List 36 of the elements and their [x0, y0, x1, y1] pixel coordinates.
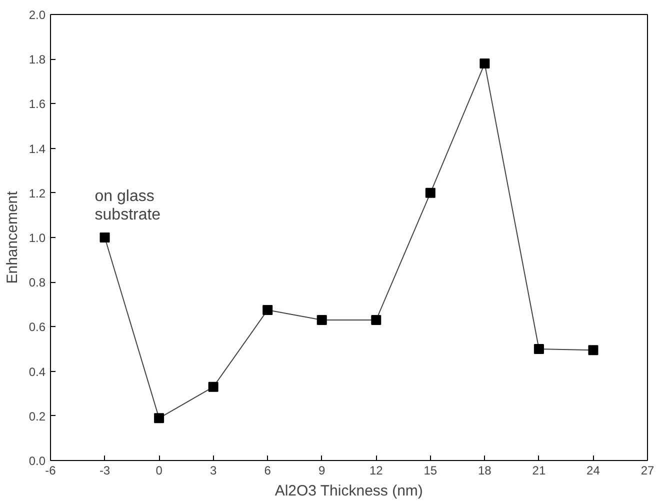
- point: [100, 232, 110, 242]
- x-tick-label: 21: [532, 464, 546, 478]
- point: [425, 188, 436, 198]
- x-tick-label: -6: [45, 464, 56, 478]
- point: [588, 345, 598, 356]
- x-tick-label: 24: [586, 464, 600, 478]
- y-axis-title: Enhancement: [4, 190, 21, 284]
- x-tick-label: 6: [264, 464, 272, 478]
- point: [316, 315, 327, 326]
- point: [154, 413, 164, 424]
- x-tick-label: 9: [318, 464, 326, 478]
- y-tick-label: 1.2: [28, 186, 46, 200]
- x-tick-label: 0: [156, 464, 163, 478]
- y-tick-label: 0.2: [28, 409, 46, 424]
- y-tick-label: 0.0: [28, 454, 46, 468]
- x-tick-label: 27: [640, 464, 654, 478]
- point: [534, 344, 544, 354]
- x-tick-label: -3: [99, 464, 110, 478]
- point: [480, 58, 490, 69]
- x-tick-label: 12: [369, 464, 384, 478]
- x-axis-title: Al2O3 Thickness (nm): [274, 482, 423, 500]
- point: [371, 315, 382, 326]
- x-tick-label: 18: [478, 464, 492, 478]
- y-tick-label: 1.0: [28, 231, 46, 245]
- y-tick-label: 2.0: [28, 8, 46, 22]
- y-tick-label: 0.8: [28, 276, 46, 290]
- point: [208, 382, 218, 392]
- y-tick-label: 1.8: [28, 52, 46, 67]
- point: [262, 304, 273, 315]
- y-tick-label: 0.4: [28, 364, 46, 379]
- x-tick-label: 3: [210, 464, 217, 478]
- x-tick-label: 15: [424, 464, 438, 478]
- y-tick-label: 1.4: [28, 142, 46, 156]
- y-tick-label: 1.6: [28, 97, 46, 112]
- y-tick-label: 0.6: [28, 320, 46, 334]
- annotation: on glass substrate: [94, 188, 161, 224]
